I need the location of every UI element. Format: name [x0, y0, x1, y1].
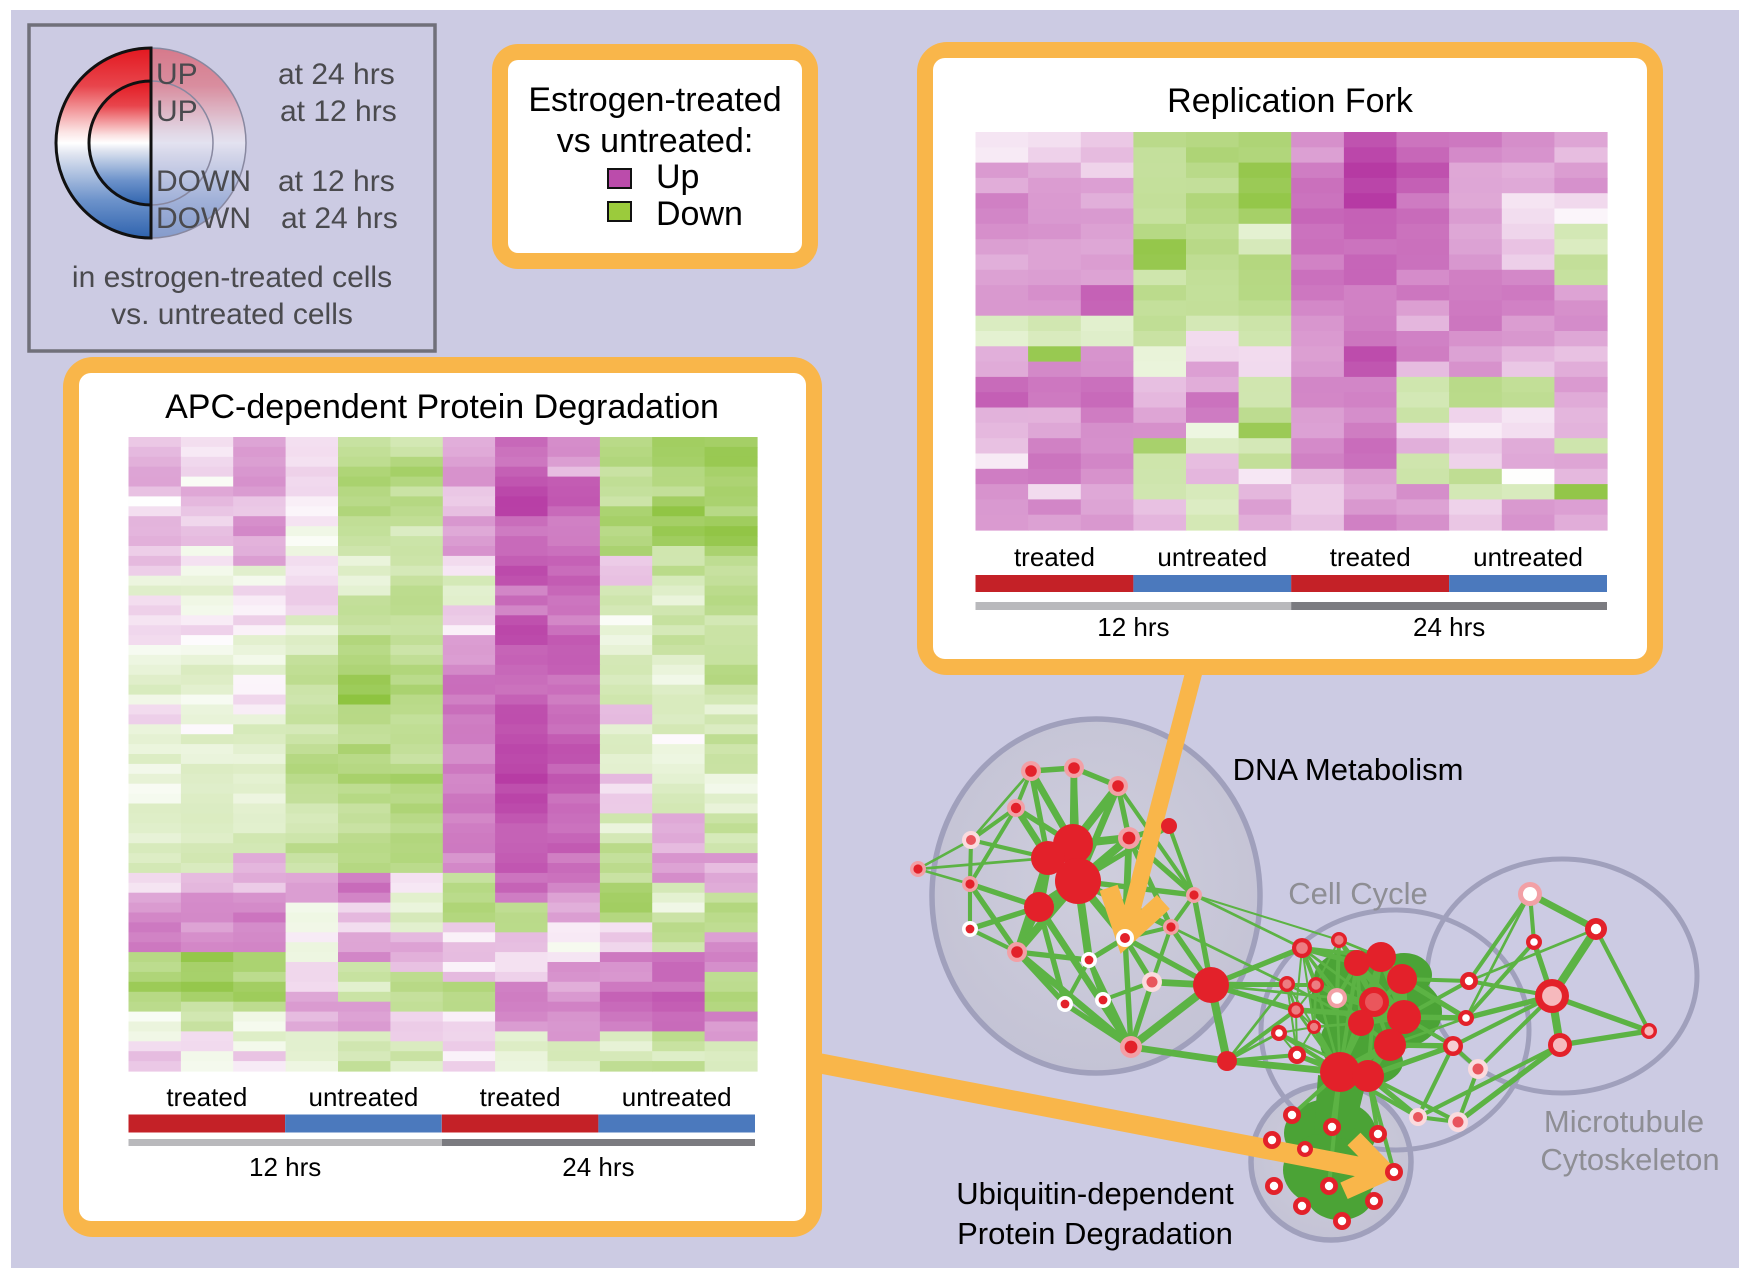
svg-text:vs untreated:: vs untreated: — [557, 122, 754, 160]
svg-text:at 24 hrs: at 24 hrs — [278, 58, 395, 91]
svg-text:at 12 hrs: at 12 hrs — [280, 95, 397, 128]
svg-text:Microtubule: Microtubule — [1544, 1104, 1704, 1139]
svg-text:treated: treated — [480, 1082, 561, 1112]
svg-text:untreated: untreated — [309, 1082, 419, 1112]
svg-text:DOWN: DOWN — [156, 202, 251, 235]
svg-text:treated: treated — [1014, 542, 1095, 572]
svg-text:12 hrs: 12 hrs — [249, 1152, 321, 1182]
svg-text:Ubiquitin-dependent: Ubiquitin-dependent — [956, 1176, 1234, 1211]
svg-text:at 12 hrs: at 12 hrs — [278, 165, 395, 198]
svg-text:Estrogen-treated: Estrogen-treated — [528, 81, 781, 119]
svg-text:treated: treated — [1330, 542, 1411, 572]
svg-text:24 hrs: 24 hrs — [562, 1152, 634, 1182]
svg-text:Cytoskeleton: Cytoskeleton — [1540, 1142, 1719, 1177]
svg-text:at 24 hrs: at 24 hrs — [281, 202, 398, 235]
svg-text:vs. untreated cells: vs. untreated cells — [111, 298, 353, 331]
svg-text:untreated: untreated — [622, 1082, 732, 1112]
svg-text:DNA Metabolism: DNA Metabolism — [1233, 752, 1464, 787]
svg-text:12 hrs: 12 hrs — [1097, 612, 1169, 642]
svg-text:Up: Up — [656, 158, 699, 196]
svg-text:24 hrs: 24 hrs — [1413, 612, 1485, 642]
svg-text:in estrogen-treated cells: in estrogen-treated cells — [72, 261, 392, 294]
svg-text:APC-dependent Protein Degradat: APC-dependent Protein Degradation — [165, 388, 719, 426]
svg-text:DOWN: DOWN — [156, 165, 251, 198]
svg-text:UP: UP — [156, 95, 198, 128]
svg-text:Cell Cycle: Cell Cycle — [1288, 876, 1428, 911]
svg-text:untreated: untreated — [1157, 542, 1267, 572]
svg-text:Down: Down — [656, 195, 743, 233]
svg-text:UP: UP — [156, 58, 198, 91]
svg-text:untreated: untreated — [1473, 542, 1583, 572]
svg-text:treated: treated — [166, 1082, 247, 1112]
svg-text:Replication Fork: Replication Fork — [1167, 82, 1414, 120]
svg-text:Protein Degradation: Protein Degradation — [957, 1216, 1233, 1251]
